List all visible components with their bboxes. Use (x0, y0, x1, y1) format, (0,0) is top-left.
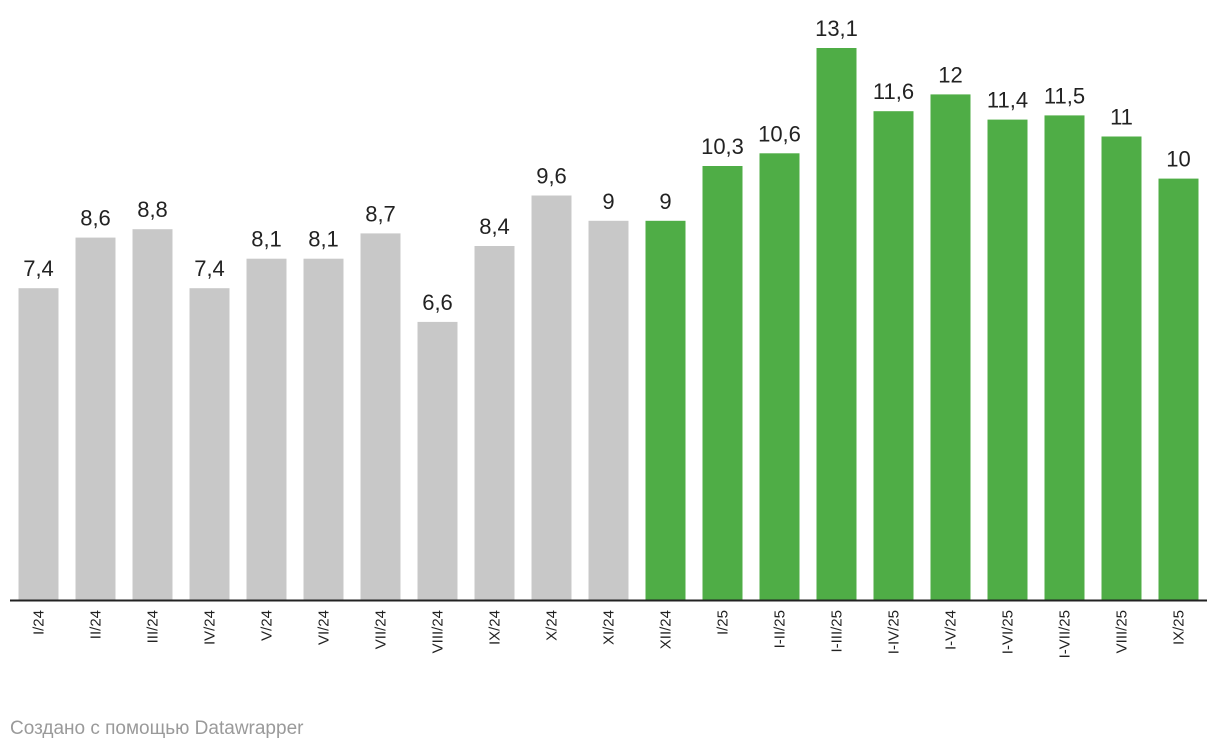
value-label: 9,6 (536, 164, 567, 189)
x-tick-label: I-V/24 (943, 610, 960, 650)
x-tick-label: III/24 (145, 610, 162, 643)
x-tick-label: I/25 (715, 610, 732, 635)
x-tick-label: I-VI/25 (1000, 610, 1017, 654)
value-label: 9 (602, 189, 614, 214)
value-label: 7,4 (23, 256, 54, 281)
bar-I-V/24 (930, 94, 971, 601)
bar-I/25 (702, 166, 743, 600)
bar-XI/24 (588, 220, 629, 601)
datawrapper-credit: Создано с помощью Datawrapper (10, 718, 304, 739)
x-tick-label: I-III/25 (829, 610, 846, 653)
bar-I-II/25 (759, 153, 800, 601)
bar-VIII/24 (417, 321, 458, 600)
bar-VII/24 (360, 233, 401, 600)
value-label: 10,6 (758, 121, 801, 146)
x-tick-label: II/24 (88, 610, 105, 639)
bar-XII/24 (645, 220, 686, 601)
bar-VIII/25 (1101, 136, 1142, 600)
value-label: 10,3 (701, 134, 744, 159)
x-tick-label: XI/24 (601, 610, 618, 645)
value-label: 7,4 (194, 256, 225, 281)
value-label: 13,1 (815, 16, 858, 41)
x-tick-label: I-IV/25 (886, 610, 903, 654)
x-tick-label: I-II/25 (772, 610, 789, 648)
x-tick-label: IV/24 (202, 610, 219, 645)
bar-IV/24 (189, 288, 230, 600)
x-tick-label: VIII/24 (430, 610, 447, 653)
value-label: 9 (659, 189, 671, 214)
x-tick-label: I-VII/25 (1057, 610, 1074, 658)
bar-I/24 (18, 288, 59, 600)
bar-VI/24 (303, 258, 344, 600)
value-label: 8,8 (137, 197, 168, 222)
value-label: 11,4 (987, 88, 1028, 113)
value-label: 8,4 (479, 214, 510, 239)
value-label: 11 (1110, 105, 1133, 130)
x-tick-label: I/24 (31, 610, 48, 635)
bar-I-VI/25 (987, 119, 1028, 600)
value-label: 8,7 (365, 201, 396, 226)
value-label: 8,1 (308, 227, 339, 252)
bar-I-III/25 (816, 48, 857, 600)
bar-I-VII/25 (1044, 115, 1085, 601)
value-label: 11,5 (1044, 83, 1085, 108)
bar-X/24 (531, 195, 572, 600)
x-tick-label: XII/24 (658, 610, 675, 649)
bar-III/24 (132, 229, 173, 600)
value-label: 6,6 (422, 290, 453, 315)
bar-II/24 (75, 237, 116, 600)
x-tick-label: VIII/25 (1114, 610, 1131, 653)
bar-IX/25 (1158, 178, 1199, 600)
x-tick-label: VI/24 (316, 610, 333, 645)
x-tick-label: X/24 (544, 610, 561, 641)
x-tick-label: VII/24 (373, 610, 390, 649)
bar-IX/24 (474, 246, 515, 600)
value-label: 8,1 (251, 227, 282, 252)
bar-I-IV/25 (873, 111, 914, 600)
x-tick-label: IX/24 (487, 610, 504, 645)
value-label: 10 (1166, 147, 1190, 172)
value-label: 11,6 (873, 79, 914, 104)
x-tick-label: V/24 (259, 610, 276, 641)
bar-V/24 (246, 258, 287, 600)
value-label: 12 (938, 62, 962, 87)
x-tick-label: IX/25 (1171, 610, 1188, 645)
value-label: 8,6 (80, 206, 111, 231)
